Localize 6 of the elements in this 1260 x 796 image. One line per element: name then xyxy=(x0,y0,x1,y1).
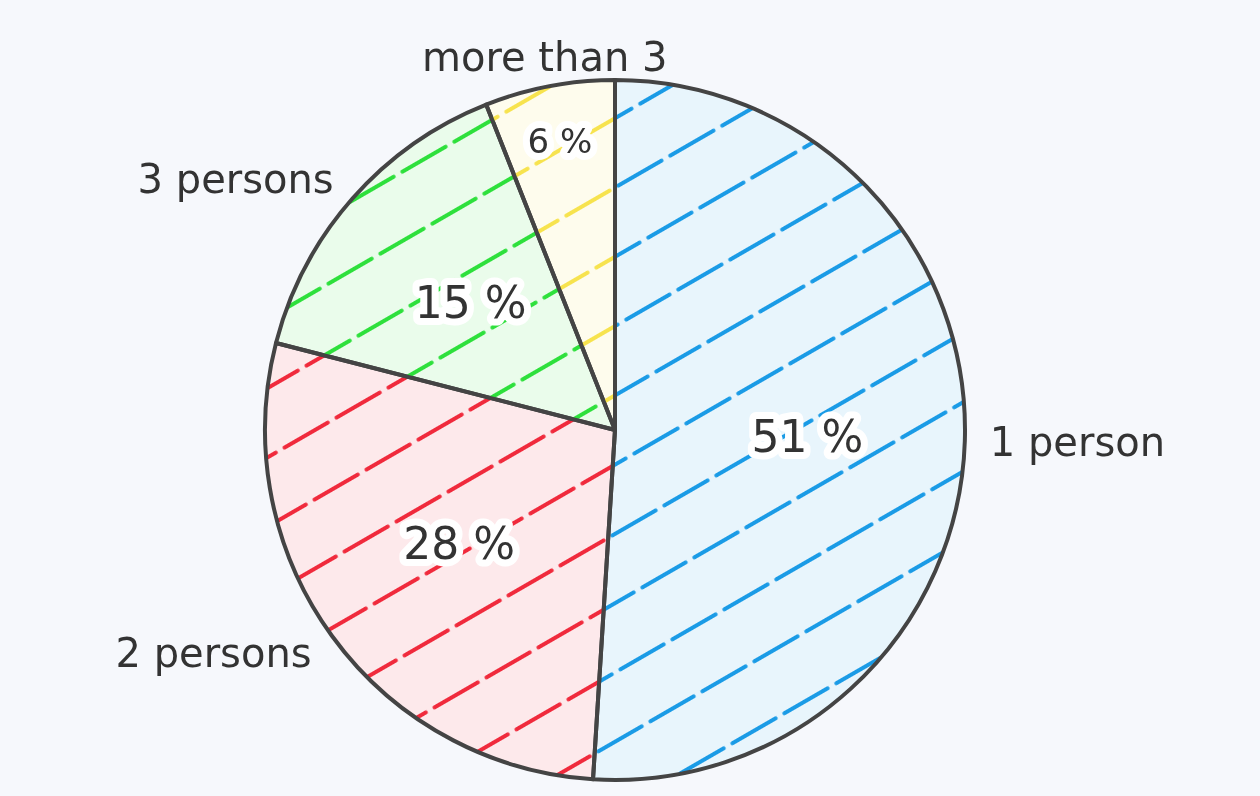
slice-label: 2 persons xyxy=(115,630,312,677)
slice-label: 3 persons xyxy=(137,155,334,202)
data-label: 28 % xyxy=(403,517,516,569)
data-label: 15 % xyxy=(414,277,527,329)
slice-label: more than 3 xyxy=(422,33,668,80)
slice-label: 1 person xyxy=(989,418,1166,465)
